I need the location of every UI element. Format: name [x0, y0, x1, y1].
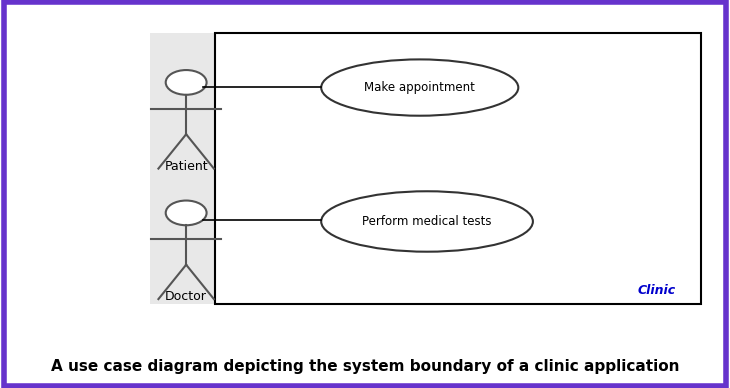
Text: Patient: Patient [164, 160, 208, 173]
Text: Doctor: Doctor [165, 290, 207, 303]
Ellipse shape [166, 70, 207, 95]
Text: Perform medical tests: Perform medical tests [362, 215, 492, 228]
Text: Clinic: Clinic [637, 284, 675, 297]
Ellipse shape [166, 201, 207, 225]
Text: Make appointment: Make appointment [364, 81, 475, 94]
Bar [215, 33, 701, 304]
Ellipse shape [321, 191, 533, 252]
Ellipse shape [321, 59, 518, 116]
Text: A use case diagram depicting the system boundary of a clinic application: A use case diagram depicting the system … [51, 359, 679, 374]
Bar [150, 33, 234, 304]
